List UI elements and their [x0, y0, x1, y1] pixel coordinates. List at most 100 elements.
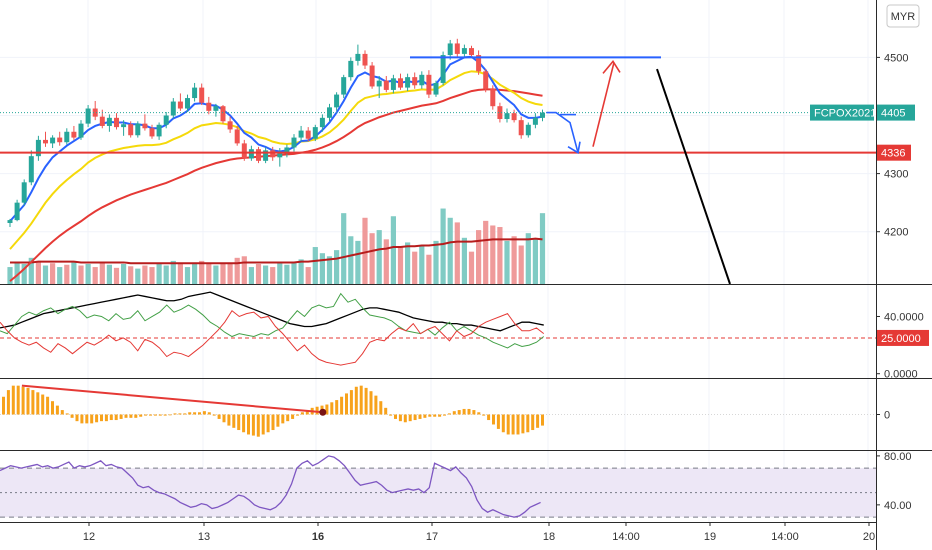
candle-body [319, 117, 325, 128]
candle-body [85, 108, 91, 124]
time-tick-label: 19 [704, 531, 716, 543]
histogram-bar [80, 414, 84, 424]
histogram-bar [379, 401, 383, 415]
candle-body [248, 149, 254, 159]
volume-bar [405, 242, 411, 284]
volume-bar [284, 264, 290, 284]
candle-body [497, 106, 503, 119]
candle-body [99, 116, 105, 126]
volume-bar [14, 262, 20, 284]
volume-bar [163, 265, 169, 284]
candle-body [106, 117, 112, 126]
volume-bar [518, 245, 524, 284]
volume-bar [433, 240, 439, 284]
volume-bar [298, 259, 304, 284]
histogram-bar [60, 410, 64, 415]
volume-bar [376, 230, 382, 284]
candle-body [135, 123, 141, 136]
histogram-bar [149, 414, 152, 416]
histogram-bar [271, 414, 275, 431]
histogram-bar [364, 387, 368, 415]
candle-body [206, 102, 212, 111]
histogram-bar [85, 414, 89, 424]
histogram-bar [237, 414, 241, 431]
candle-body [525, 124, 531, 136]
histogram-bar [51, 401, 54, 415]
candle-body [234, 129, 240, 144]
histogram-bar [492, 414, 495, 425]
candle-body [483, 71, 489, 89]
histogram-bar [222, 414, 226, 423]
histogram-bar [212, 414, 216, 416]
volume-bar [348, 236, 354, 284]
volume-bar [128, 266, 134, 284]
volume-bar [447, 217, 453, 284]
candle-body [43, 139, 48, 144]
histogram-bar [496, 414, 500, 429]
histogram-bar [100, 414, 103, 422]
candle-body [518, 120, 524, 136]
histogram-bar [251, 414, 255, 436]
dmi-tick-label: 0.0000 [884, 369, 918, 381]
histogram-bar [452, 411, 456, 415]
volume-bar [64, 264, 70, 284]
volume-bar [213, 265, 219, 284]
volume-bar [113, 267, 120, 284]
histogram-bar [144, 414, 148, 416]
up-arrow-head [602, 60, 621, 74]
histogram-bar [354, 386, 358, 415]
histogram-bar [55, 405, 59, 415]
moving-averages [9, 55, 543, 282]
currency-badge[interactable]: MYR [886, 4, 920, 28]
histogram-bar [516, 414, 520, 435]
volume-bar [341, 213, 347, 284]
histogram-bar [345, 393, 348, 415]
volume-bar [184, 267, 191, 284]
candle-body [490, 88, 496, 107]
histogram-bar [256, 414, 260, 437]
histogram-bar [232, 414, 236, 428]
histogram-bar [134, 414, 138, 418]
candle-body [92, 108, 98, 117]
volume-bar [142, 265, 148, 284]
time-scale[interactable]: 12 13 16 17 18 14:00 19 14:00 20 [83, 522, 875, 543]
trend-drawings[interactable] [0, 56, 876, 285]
volume-bar [532, 239, 538, 284]
candle-body [440, 55, 446, 83]
volume-bar [170, 260, 176, 284]
price-tick-label: 4200 [884, 227, 908, 239]
candlesticks [7, 38, 545, 228]
candle-body [312, 127, 318, 139]
histogram-bar [536, 414, 540, 428]
volume-bar [42, 265, 49, 284]
histogram-bar [217, 414, 221, 419]
histogram-bar [541, 414, 544, 426]
histogram-bar [531, 414, 535, 431]
volume-bar [21, 263, 27, 284]
candle-body [447, 43, 453, 56]
volume-bar [440, 208, 446, 284]
time-tick-label: 18 [543, 531, 555, 543]
candle-body [35, 139, 41, 157]
projection-line [656, 68, 731, 285]
candle-body [14, 202, 20, 221]
candle-body [476, 55, 482, 72]
volume-bar [525, 233, 531, 284]
volume-bar [206, 263, 212, 284]
last-price-tag: 4405 [877, 104, 915, 121]
volume-bar [71, 262, 77, 284]
volume-bar [135, 268, 141, 284]
candle-body [192, 87, 198, 99]
volume-bar [106, 264, 112, 284]
price-scale[interactable]: 420043004400450040.00000.0000080.0040.00… [810, 52, 929, 512]
volume-bar [255, 263, 262, 284]
histogram-bar [261, 414, 265, 435]
candle-body [21, 182, 27, 203]
candle-body [156, 124, 162, 137]
volume-bar [397, 247, 404, 284]
candle-body [355, 53, 361, 61]
histogram-bar [349, 390, 353, 415]
rsi-tick-label: 80.00 [884, 451, 912, 463]
histogram-bar [340, 396, 344, 415]
symbol-tag-bg [810, 104, 874, 121]
